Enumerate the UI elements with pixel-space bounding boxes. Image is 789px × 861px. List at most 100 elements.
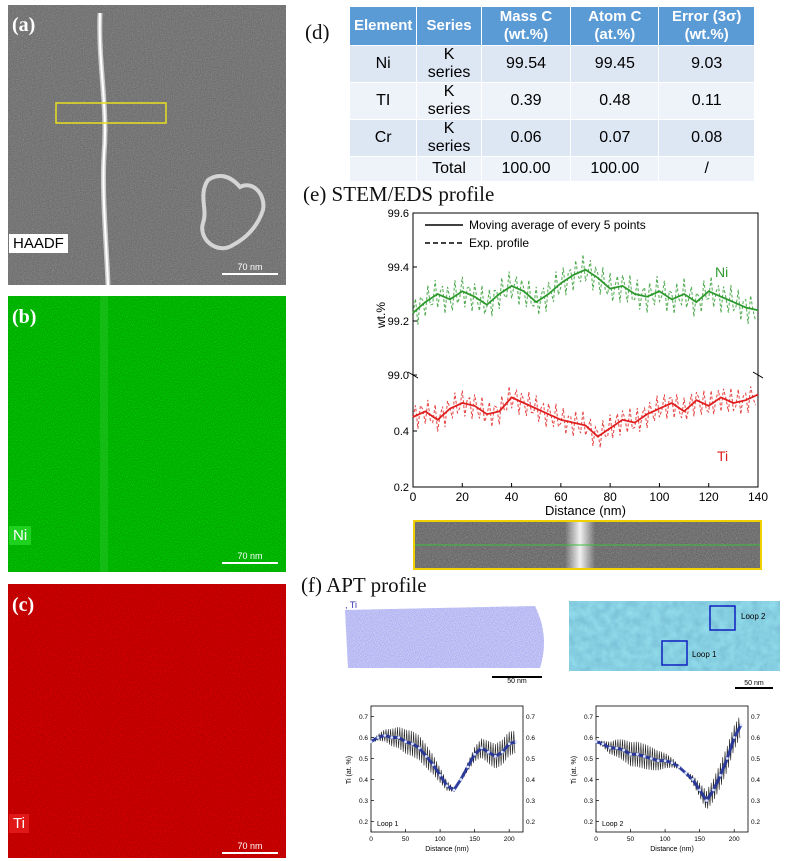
panel-label-c: (c) bbox=[12, 594, 35, 616]
plot-frame bbox=[595, 705, 749, 833]
data-point bbox=[452, 788, 456, 792]
x-tick-label: 200 bbox=[729, 836, 740, 843]
x-tick-label: 0 bbox=[410, 490, 417, 504]
scale-label-a: 70 nm bbox=[237, 262, 263, 272]
x-axis-label: Distance (nm) bbox=[425, 846, 469, 853]
y-tick-label: 99.0 bbox=[388, 370, 409, 382]
series-line-avg bbox=[412, 268, 759, 314]
table-cell: K series bbox=[416, 82, 482, 120]
y-tick-label: 99.6 bbox=[388, 208, 409, 220]
plot-frame bbox=[412, 212, 759, 488]
data-point bbox=[369, 740, 373, 744]
data-point bbox=[376, 736, 380, 739]
data-point bbox=[500, 750, 504, 754]
data-point bbox=[656, 759, 660, 762]
y-tick-label: 0.7 bbox=[584, 714, 593, 721]
table-row: Cr K series 0.06 0.07 0.08 bbox=[348, 119, 755, 157]
table-cell: 99.45 bbox=[570, 45, 660, 83]
data-point bbox=[473, 752, 477, 756]
series-line-exp bbox=[412, 254, 756, 325]
data-point bbox=[424, 755, 428, 758]
x-tick-label: 60 bbox=[554, 490, 568, 504]
data-point bbox=[732, 736, 736, 739]
data-point bbox=[601, 742, 605, 746]
loop-2-label: Loop 2 bbox=[741, 612, 766, 621]
y-tick-label: 0.3 bbox=[359, 798, 368, 805]
eds-table: Element Series Mass C (wt.%) Atom C (at.… bbox=[348, 6, 755, 182]
x-tick-label: 150 bbox=[469, 836, 480, 843]
y-tick-label-right: 0.4 bbox=[751, 777, 760, 784]
x-tick-label: 200 bbox=[504, 836, 515, 843]
table-cell: K series bbox=[416, 45, 482, 83]
table-label: (d) bbox=[305, 20, 330, 44]
table-cell: Total bbox=[416, 156, 482, 182]
data-point bbox=[466, 765, 470, 769]
th-atom: Atom C (at.%) bbox=[570, 6, 660, 46]
table-cell: 0.11 bbox=[658, 82, 755, 120]
x-tick-label: 100 bbox=[435, 836, 446, 843]
data-point bbox=[698, 788, 702, 792]
y-tick-label-right: 0.7 bbox=[526, 714, 535, 721]
y-tick-label-right: 0.4 bbox=[526, 777, 535, 784]
apt-map-texture bbox=[569, 601, 780, 671]
y-tick-label: 0.6 bbox=[359, 735, 368, 742]
series-label: Ti bbox=[717, 448, 728, 464]
y-tick-label-right: 0.3 bbox=[526, 798, 535, 805]
y-tick-label-right: 0.3 bbox=[751, 798, 760, 805]
data-point bbox=[615, 746, 619, 750]
y-tick-label-right: 0.6 bbox=[526, 735, 535, 742]
data-point bbox=[383, 734, 387, 737]
x-tick-label: 0 bbox=[369, 836, 373, 843]
data-point bbox=[390, 736, 394, 739]
table-row: TI K series 0.39 0.48 0.11 bbox=[348, 82, 755, 120]
data-point bbox=[649, 757, 653, 760]
apt-recon-texture bbox=[340, 602, 555, 672]
ni-texture bbox=[8, 296, 286, 572]
y-tick-label-right: 0.7 bbox=[751, 714, 760, 721]
data-point bbox=[712, 788, 715, 792]
legend-label: Moving average of every 5 points bbox=[469, 218, 646, 232]
y-tick-label: 99.2 bbox=[388, 316, 409, 328]
table-cell: 0.39 bbox=[480, 82, 572, 120]
data-point bbox=[663, 759, 667, 762]
th-series: Series bbox=[416, 6, 482, 46]
legend-label: Exp. profile bbox=[469, 236, 529, 250]
y-axis-label: Ti (at. %) bbox=[571, 756, 578, 784]
table-cell: 0.07 bbox=[570, 119, 660, 157]
series-label: Ni bbox=[715, 264, 728, 280]
x-tick-label: 50 bbox=[402, 836, 410, 843]
table-cell bbox=[348, 156, 418, 182]
scale-bar-a: 70 nm bbox=[222, 262, 278, 275]
data-point bbox=[691, 778, 695, 781]
apt-title: (f) APT profile bbox=[301, 573, 427, 597]
data-point bbox=[718, 773, 722, 777]
scale-label-b: 70 nm bbox=[237, 551, 263, 561]
table-cell: / bbox=[658, 156, 755, 182]
th-mass: Mass C (wt.%) bbox=[480, 6, 572, 46]
y-axis-label: Ti (at. %) bbox=[346, 756, 353, 784]
data-point bbox=[684, 771, 688, 775]
table-cell: Ni bbox=[348, 45, 418, 83]
y-tick-label: 0.6 bbox=[584, 735, 593, 742]
data-point bbox=[487, 750, 490, 754]
data-point bbox=[438, 773, 442, 777]
error-trace bbox=[595, 717, 741, 809]
apt-reconstruction bbox=[340, 602, 555, 672]
linescan-texture bbox=[415, 522, 760, 568]
table-header-row: Element Series Mass C (wt.%) Atom C (at.… bbox=[348, 6, 755, 46]
table-row: Ni K series 99.54 99.45 9.03 bbox=[348, 45, 755, 83]
ni-map bbox=[8, 296, 286, 572]
scale-bar-b: 70 nm bbox=[222, 551, 278, 564]
y-axis-label: wt.% bbox=[374, 302, 388, 329]
data-point bbox=[705, 799, 708, 802]
data-point bbox=[739, 723, 743, 727]
y-tick-label-right: 0.2 bbox=[526, 819, 535, 826]
y-tick-label: 0.5 bbox=[359, 756, 368, 763]
data-point bbox=[397, 736, 401, 739]
th-error: Error (3σ) (wt.%) bbox=[658, 6, 755, 46]
y-tick-label-right: 0.5 bbox=[526, 756, 535, 763]
scale-label-apt-right: 50 nm bbox=[744, 680, 764, 687]
table-cell: 0.48 bbox=[570, 82, 660, 120]
data-point bbox=[608, 746, 612, 750]
scale-label-apt-left: 50 nm bbox=[507, 677, 527, 685]
